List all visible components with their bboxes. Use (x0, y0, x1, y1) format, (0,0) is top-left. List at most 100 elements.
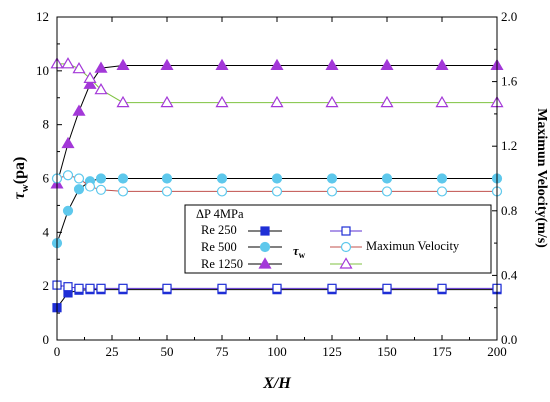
data-point (436, 186, 448, 197)
data-point (118, 283, 128, 293)
data-point (381, 186, 393, 197)
y-right-tick-label: 2.0 (501, 9, 517, 24)
x-tick-label: 175 (432, 344, 452, 359)
y-left-tick-label: 10 (36, 63, 49, 78)
legend-header: ΔP 4MPa (196, 207, 244, 221)
data-point (72, 104, 86, 116)
x-tick-label: 75 (216, 344, 229, 359)
data-point (117, 173, 129, 184)
legend: ΔP 4MPa Re 250 Re 500 Re 1250 τw Maximun… (184, 204, 492, 274)
data-point (95, 184, 107, 195)
y-axis-left-title-unit: (pa) (11, 157, 28, 185)
data-point (437, 283, 447, 293)
legend-sample-marker (340, 241, 352, 253)
y-right-tick-label: 0.4 (501, 267, 518, 282)
data-point (96, 283, 106, 293)
data-point (63, 282, 73, 292)
y-right-tick-label: 1.2 (501, 138, 517, 153)
legend-sample-marker (339, 257, 353, 269)
data-point (161, 173, 173, 184)
data-point (74, 283, 84, 293)
data-point (327, 283, 337, 293)
y-left-tick-label: 0 (43, 332, 50, 347)
data-point (72, 61, 86, 74)
data-point (435, 95, 449, 108)
data-point (435, 58, 449, 71)
data-point (216, 173, 228, 184)
legend-samples (248, 226, 362, 269)
x-tick-label: 125 (322, 344, 342, 359)
x-tick-label: 25 (106, 344, 119, 359)
plot-frame (56, 16, 498, 341)
legend-sample-marker (258, 257, 272, 269)
y-left-tick-label: 4 (43, 224, 50, 239)
x-axis-title: X/H (262, 375, 291, 392)
data-point (380, 58, 394, 71)
legend-row-label: Re 250 (201, 223, 237, 237)
series-line (56, 64, 497, 185)
data-point (116, 95, 130, 108)
data-point (270, 95, 284, 108)
legend-sample-marker (259, 241, 271, 253)
legend-tau-label: τw (293, 244, 306, 260)
data-point (326, 173, 338, 184)
legend-row-label: Re 1250 (201, 257, 243, 271)
data-point (94, 61, 108, 73)
data-point (161, 186, 173, 197)
chart-marks: 0 25 50 75 100 125 150 175 200 0 2 4 6 8 10 12 0.0 0.4 0.8… (36, 9, 518, 359)
data-point (217, 283, 227, 293)
data-point (271, 186, 283, 197)
data-point (326, 186, 338, 197)
data-point (381, 173, 393, 184)
legend-sample-marker (260, 226, 270, 236)
x-tick-label: 0 (54, 344, 61, 359)
y-left-tick-label: 8 (43, 117, 50, 132)
y-right-tick-label: 0.8 (501, 203, 517, 218)
y-axis-right-title: Maximun Velocity(m/s) (534, 108, 549, 248)
x-tick-label: 50 (161, 344, 174, 359)
data-point (215, 95, 229, 108)
data-point (94, 82, 108, 95)
data-point (270, 58, 284, 71)
y-axis-left-title: τw(pa) (11, 157, 31, 200)
data-point (95, 173, 107, 184)
data-point (325, 58, 339, 71)
legend-box (184, 204, 492, 274)
data-point (272, 283, 282, 293)
legend-row-label: Re 500 (201, 240, 237, 254)
y-right-tick-label: 0.0 (501, 332, 517, 347)
data-point (216, 186, 228, 197)
data-point (271, 173, 283, 184)
data-point (85, 283, 95, 293)
legend-tau-main: τ (293, 244, 299, 258)
data-point (325, 95, 339, 108)
data-point (382, 283, 392, 293)
data-point (380, 95, 394, 108)
y-left-tick-label: 6 (43, 171, 50, 186)
data-point (117, 186, 129, 197)
data-point (436, 173, 448, 184)
data-point (62, 205, 74, 216)
data-point (61, 57, 75, 69)
data-point (160, 58, 174, 71)
x-tick-label: 150 (377, 344, 397, 359)
data-point (61, 136, 75, 149)
y-axis-left-title-main: τ (11, 191, 28, 199)
data-point (73, 173, 85, 184)
y-right-tick-label: 1.6 (501, 74, 518, 89)
data-point (160, 95, 174, 108)
data-point (162, 283, 172, 293)
data-point (84, 181, 96, 192)
legend-tau-sub: w (299, 250, 306, 260)
data-point (116, 58, 130, 71)
legend-velocity-label: Maximun Velocity (366, 239, 460, 253)
data-point (215, 58, 229, 71)
x-tick-label: 100 (267, 344, 287, 359)
x-tick-label: 200 (487, 344, 507, 359)
data-point (83, 77, 97, 89)
y-left-tick-label: 2 (43, 278, 50, 293)
data-point (73, 184, 85, 195)
data-point (83, 71, 97, 83)
y-axis-left-title-sub: w (19, 184, 31, 192)
